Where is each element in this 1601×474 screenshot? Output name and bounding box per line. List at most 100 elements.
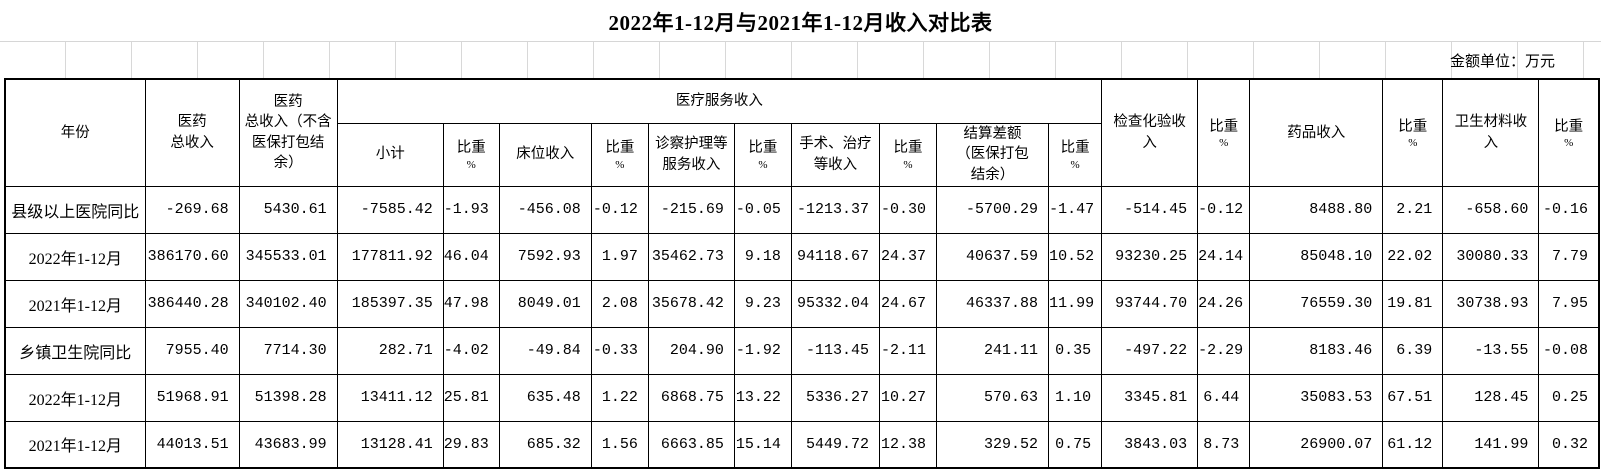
value-cell: -0.08 <box>1538 326 1600 375</box>
value-cell: 10.52 <box>1048 232 1103 281</box>
row-label: 2021年1-12月 <box>4 279 146 328</box>
row-label: 2022年1-12月 <box>4 373 146 422</box>
percent-label: % <box>758 158 768 171</box>
value-cell: 85048.10 <box>1249 232 1384 281</box>
value-cell: 9.18 <box>733 232 792 281</box>
value-cell: 61.12 <box>1382 420 1444 469</box>
value-cell: -0.05 <box>733 185 792 234</box>
value-cell: 141.99 <box>1442 420 1540 469</box>
value-cell: 204.90 <box>647 326 735 375</box>
value-cell: 35678.42 <box>647 279 735 328</box>
value-cell: 93230.25 <box>1101 232 1199 281</box>
page-title: 2022年1-12月与2021年1-12月收入对比表 <box>608 11 993 35</box>
value-cell: 570.63 <box>935 373 1050 422</box>
value-cell: 7.95 <box>1538 279 1600 328</box>
value-cell: -7585.42 <box>336 185 444 234</box>
value-cell: 185397.35 <box>336 279 444 328</box>
value-cell: 46.04 <box>442 232 500 281</box>
value-cell: 43683.99 <box>238 420 338 469</box>
value-cell: -0.16 <box>1538 185 1600 234</box>
value-cell: -0.33 <box>590 326 649 375</box>
value-cell: 329.52 <box>935 420 1050 469</box>
value-cell: 1.10 <box>1048 373 1103 422</box>
value-cell: 30080.33 <box>1442 232 1540 281</box>
value-cell: 6663.85 <box>647 420 735 469</box>
value-cell: 76559.30 <box>1249 279 1384 328</box>
col-header-subtotal: 小计 <box>336 122 444 187</box>
col-header-surgery-income: 手术、治疗 等收入 <box>790 122 880 187</box>
value-cell: 685.32 <box>498 420 592 469</box>
value-cell: 95332.04 <box>790 279 880 328</box>
spreadsheet-grid-band: 金额单位：万元 <box>0 41 1601 78</box>
value-cell: 0.75 <box>1048 420 1103 469</box>
value-cell: 6.44 <box>1197 373 1251 422</box>
value-cell: -2.11 <box>878 326 938 375</box>
value-cell: 15.14 <box>733 420 792 469</box>
row-label: 乡镇卫生院同比 <box>4 326 146 375</box>
ratio-label: 比重 <box>1209 118 1239 135</box>
col-header-ratio: 比重% <box>590 122 649 187</box>
ratio-label: 比重 <box>748 140 778 157</box>
value-cell: -456.08 <box>498 185 592 234</box>
value-cell: 25.81 <box>442 373 500 422</box>
value-cell: -113.45 <box>790 326 880 375</box>
value-cell: 29.83 <box>442 420 500 469</box>
value-cell: 1.22 <box>590 373 649 422</box>
value-cell: 1.97 <box>590 232 649 281</box>
value-cell: 7592.93 <box>498 232 592 281</box>
value-cell: -497.22 <box>1101 326 1199 375</box>
col-header-ratio: 比重% <box>1048 122 1103 187</box>
value-cell: 340102.40 <box>238 279 338 328</box>
col-header-settlement-diff: 结算差额 （医保打包 结余） <box>935 122 1050 187</box>
row-label: 2021年1-12月 <box>4 420 146 469</box>
value-cell: 5449.72 <box>790 420 880 469</box>
value-cell: -658.60 <box>1442 185 1540 234</box>
ratio-label: 比重 <box>1060 140 1090 157</box>
table-row: 县级以上医院同比 -269.68 5430.61 -7585.42 -1.93 -456.… <box>4 185 1600 234</box>
value-cell: -269.68 <box>144 185 240 234</box>
value-cell: 3843.03 <box>1101 420 1199 469</box>
value-cell: 0.35 <box>1048 326 1103 375</box>
value-cell: 10.27 <box>878 373 938 422</box>
col-header-ratio: 比重% <box>1197 78 1251 187</box>
value-cell: 35462.73 <box>647 232 735 281</box>
value-cell: 2.08 <box>590 279 649 328</box>
unit-note: 金额单位：万元 <box>1449 53 1555 70</box>
value-cell: 46337.88 <box>935 279 1050 328</box>
value-cell: 35083.53 <box>1249 373 1384 422</box>
value-cell: 26900.07 <box>1249 420 1384 469</box>
value-cell: 24.67 <box>878 279 938 328</box>
percent-label: % <box>1219 136 1229 149</box>
value-cell: -1.47 <box>1048 185 1103 234</box>
value-cell: -13.55 <box>1442 326 1540 375</box>
col-header-medical-service-group: 医疗服务收入 <box>336 78 1103 124</box>
header-row-sub: 小计 比重% 床位收入 比重% 诊察护理等 服务收入 比重% 手术、治疗 等收入… <box>5 122 1599 187</box>
value-cell: 47.98 <box>442 279 500 328</box>
value-cell: 93744.70 <box>1101 279 1199 328</box>
value-cell: 2.21 <box>1382 185 1444 234</box>
value-cell: 7955.40 <box>144 326 240 375</box>
value-cell: 6.39 <box>1382 326 1444 375</box>
value-cell: 5430.61 <box>238 185 338 234</box>
ratio-label: 比重 <box>893 140 923 157</box>
value-cell: -1213.37 <box>790 185 880 234</box>
col-header-ratio: 比重% <box>878 122 938 187</box>
value-cell: 241.11 <box>935 326 1050 375</box>
value-cell: -514.45 <box>1101 185 1199 234</box>
value-cell: 0.25 <box>1538 373 1600 422</box>
value-cell: 8183.46 <box>1249 326 1384 375</box>
value-cell: 8049.01 <box>498 279 592 328</box>
value-cell: 24.26 <box>1197 279 1251 328</box>
header-row-top: 年份 医药 总收入 医药 总收入（不含 医保打包结 余） 医疗服务收入 检查化验… <box>4 78 1600 187</box>
value-cell: -0.12 <box>1197 185 1251 234</box>
col-header-ratio: 比重% <box>442 122 500 187</box>
row-label: 2022年1-12月 <box>4 232 146 281</box>
value-cell: 13128.41 <box>336 420 444 469</box>
value-cell: -1.92 <box>733 326 792 375</box>
value-cell: 30738.93 <box>1442 279 1540 328</box>
value-cell: 24.14 <box>1197 232 1251 281</box>
table-row: 乡镇卫生院同比 7955.40 7714.30 282.71 -4.02 -49.84 -0… <box>4 326 1600 375</box>
value-cell: 5336.27 <box>790 373 880 422</box>
col-header-ratio: 比重% <box>1538 78 1600 187</box>
